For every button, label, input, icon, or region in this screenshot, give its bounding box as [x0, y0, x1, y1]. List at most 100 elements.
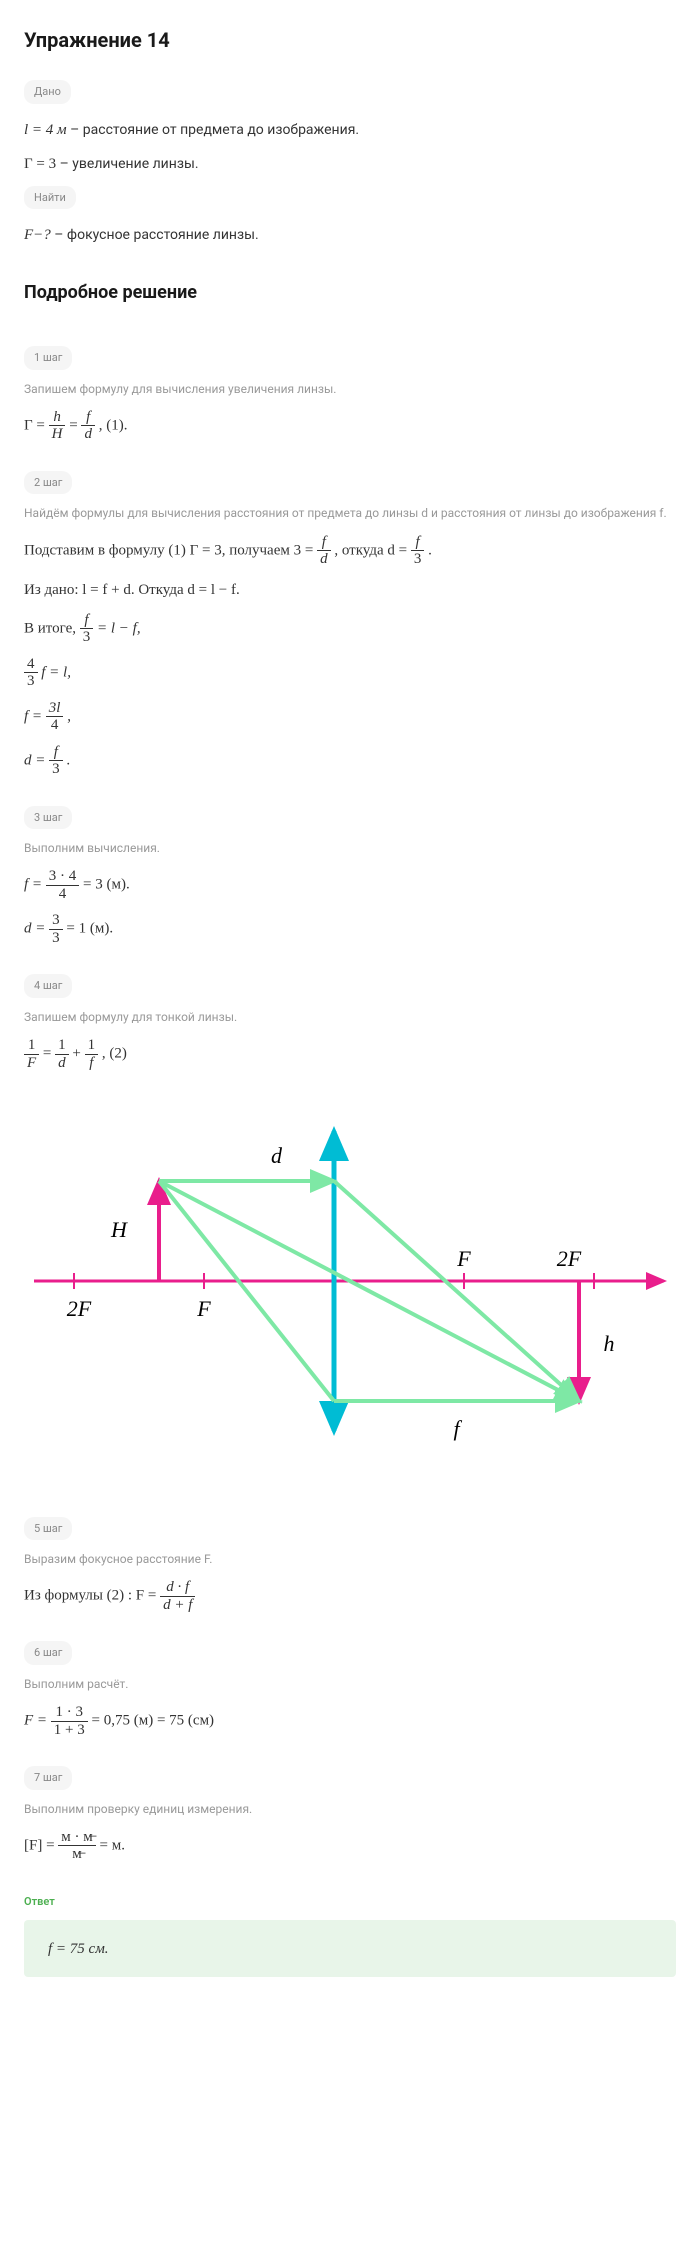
step-3-caption: Выполним вычисления.	[24, 839, 676, 858]
numerator: f	[411, 534, 425, 552]
step-1-caption: Запишем формулу для вычисления увеличени…	[24, 380, 676, 399]
text: Подставим в формулу (1) Г = 3, получаем …	[24, 542, 317, 558]
step-6-line-1: F = 1 · 31 + 3 = 0,75 (м) = 75 (см)	[24, 1704, 676, 1738]
svg-text:F: F	[456, 1246, 471, 1271]
denominator: d	[55, 1055, 69, 1072]
step-3-badge: 3 шаг	[24, 806, 72, 830]
step-3-line-2: d = 33 = 1 (м).	[24, 912, 676, 946]
denominator: 3	[49, 761, 63, 778]
find-badge: Найти	[24, 186, 76, 210]
text: f =	[24, 708, 46, 724]
answer-box: f = 75 см.	[24, 1920, 676, 1977]
step-5-badge: 5 шаг	[24, 1517, 72, 1541]
denominator: H	[49, 426, 66, 443]
formula-text: l = 4 м	[24, 122, 67, 138]
text: – расстояние от предмета до изображения.	[67, 122, 359, 138]
denominator: d + f	[160, 1597, 195, 1614]
text: = 1 (м).	[66, 921, 113, 937]
exercise-title: Упражнение 14	[24, 24, 676, 56]
denominator: 4	[46, 886, 80, 903]
step-2-line-5: f = 3l4 ,	[24, 700, 676, 734]
find-line: F−? – фокусное расстояние линзы.	[24, 223, 676, 247]
step-4-caption: Запишем формулу для тонкой линзы.	[24, 1008, 676, 1027]
numerator: м · м̶	[58, 1829, 95, 1847]
numerator: f	[49, 744, 63, 762]
step-1-formula: Г = hH = fd , (1).	[24, 409, 676, 443]
denominator: 3	[411, 551, 425, 568]
given-line-1: l = 4 м – расстояние от предмета до изоб…	[24, 118, 676, 142]
numerator: 1 · 3	[51, 1704, 88, 1722]
numerator: 1	[24, 1037, 39, 1055]
solution-title: Подробное решение	[24, 279, 676, 308]
svg-text:H: H	[110, 1217, 128, 1242]
denominator: 3	[49, 930, 63, 947]
step-5-caption: Выразим фокусное расстояние F.	[24, 1550, 676, 1569]
answer-badge: Ответ	[24, 1893, 55, 1911]
text: = l − f,	[97, 620, 141, 636]
text: d =	[24, 921, 49, 937]
denominator: 3	[80, 629, 94, 646]
text: В итоге,	[24, 620, 80, 636]
text: = 0,75 (м) = 75 (см)	[92, 1713, 215, 1729]
text: =	[43, 1046, 55, 1062]
step-2-caption: Найдём формулы для вычисления расстояния…	[24, 504, 676, 523]
numerator: 3 · 4	[46, 868, 80, 886]
svg-text:F: F	[196, 1296, 211, 1321]
denominator: d	[317, 551, 331, 568]
step-7-line-1: [F] = м · м̶м̶ = м.	[24, 1829, 676, 1863]
numerator: 1	[85, 1037, 99, 1055]
numerator: 4	[24, 656, 38, 674]
text: +	[72, 1046, 84, 1062]
svg-text:h: h	[604, 1331, 615, 1356]
step-2-badge: 2 шаг	[24, 471, 72, 495]
step-2-line-3: В итоге, f3 = l − f,	[24, 612, 676, 646]
denominator: 1 + 3	[51, 1722, 88, 1739]
numerator: 3	[49, 912, 63, 930]
svg-text:2F: 2F	[557, 1246, 582, 1271]
step-6-badge: 6 шаг	[24, 1641, 72, 1665]
text: f = l,	[41, 664, 71, 680]
denominator: F	[24, 1055, 39, 1072]
step-5-line-1: Из формулы (2) : F = d · fd + f	[24, 1579, 676, 1613]
text: – фокусное расстояние линзы.	[51, 227, 259, 243]
text: = м.	[100, 1837, 125, 1853]
text: [F] =	[24, 1837, 58, 1853]
text: .	[66, 752, 70, 768]
step-2-line-2: Из дано: l = f + d. Откуда d = l − f.	[24, 578, 676, 602]
step-2-line-6: d = f3 .	[24, 744, 676, 778]
numerator: h	[49, 409, 66, 427]
step-1-badge: 1 шаг	[24, 346, 72, 370]
denominator: f	[85, 1055, 99, 1072]
text: .	[428, 542, 432, 558]
text: , (1).	[99, 417, 128, 433]
text: , (2)	[102, 1046, 127, 1062]
lens-diagram-svg: d H 2F F F 2F h f	[24, 1101, 674, 1461]
text: Из формулы (2) : F =	[24, 1588, 160, 1604]
svg-text:f: f	[453, 1416, 462, 1441]
text: d =	[24, 752, 49, 768]
denominator: 3	[24, 673, 38, 690]
numerator: 3l	[46, 700, 64, 718]
text: Г =	[24, 417, 49, 433]
svg-text:d: d	[271, 1143, 283, 1168]
lens-diagram: d H 2F F F 2F h f	[24, 1101, 676, 1468]
given-badge: Дано	[24, 80, 71, 104]
step-7-badge: 7 шаг	[24, 1766, 72, 1790]
formula-text: F−?	[24, 227, 51, 243]
svg-text:2F: 2F	[67, 1296, 92, 1321]
step-6-caption: Выполним расчёт.	[24, 1675, 676, 1694]
answer-text: f = 75 см.	[48, 1941, 109, 1957]
numerator: f	[80, 612, 94, 630]
step-2-line-4: 43 f = l,	[24, 656, 676, 690]
text: f =	[24, 877, 46, 893]
numerator: f	[317, 534, 331, 552]
step-2-line-1: Подставим в формулу (1) Г = 3, получаем …	[24, 534, 676, 568]
denominator: м̶	[58, 1846, 95, 1863]
text: , откуда d =	[334, 542, 411, 558]
text: ,	[67, 708, 71, 724]
numerator: 1	[55, 1037, 69, 1055]
numerator: f	[81, 409, 95, 427]
denominator: 4	[46, 717, 64, 734]
denominator: d	[81, 426, 95, 443]
text: – увеличение линзы.	[56, 156, 198, 172]
